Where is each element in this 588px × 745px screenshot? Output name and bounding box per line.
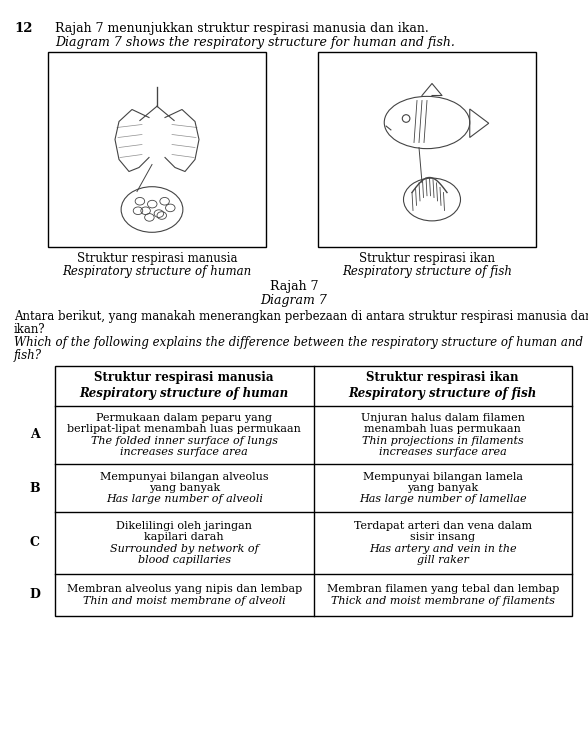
Text: Mempunyai bilangan lamela: Mempunyai bilangan lamela bbox=[363, 472, 523, 481]
Text: Dikelilingi oleh jaringan: Dikelilingi oleh jaringan bbox=[116, 521, 252, 530]
Text: blood capillaries: blood capillaries bbox=[138, 555, 231, 565]
Text: Thick and moist membrane of filaments: Thick and moist membrane of filaments bbox=[330, 596, 554, 606]
Text: berlipat-lipat menambah luas permukaan: berlipat-lipat menambah luas permukaan bbox=[67, 424, 301, 434]
Text: Has large number of alveoli: Has large number of alveoli bbox=[106, 495, 263, 504]
Text: Which of the following explains the difference between the respiratory structure: Which of the following explains the diff… bbox=[14, 336, 583, 349]
Text: Unjuran halus dalam filamen: Unjuran halus dalam filamen bbox=[361, 413, 524, 422]
Text: Thin and moist membrane of alveoli: Thin and moist membrane of alveoli bbox=[83, 596, 286, 606]
Text: Antara berikut, yang manakah menerangkan perbezaan di antara struktur respirasi : Antara berikut, yang manakah menerangkan… bbox=[14, 310, 588, 323]
Text: Mempunyai bilangan alveolus: Mempunyai bilangan alveolus bbox=[100, 472, 269, 481]
Text: Surrounded by network of: Surrounded by network of bbox=[110, 544, 259, 554]
Text: 12: 12 bbox=[14, 22, 32, 35]
Text: increases surface area: increases surface area bbox=[379, 447, 507, 457]
Text: Membran alveolus yang nipis dan lembap: Membran alveolus yang nipis dan lembap bbox=[66, 584, 302, 595]
Bar bbox=[318, 52, 536, 247]
Text: Respiratory structure of fish: Respiratory structure of fish bbox=[342, 265, 512, 278]
Text: Thin projections in filaments: Thin projections in filaments bbox=[362, 436, 524, 446]
Text: Membran filamen yang tebal dan lembap: Membran filamen yang tebal dan lembap bbox=[326, 584, 559, 595]
Text: Respiratory structure of fish: Respiratory structure of fish bbox=[349, 387, 537, 401]
Text: Diagram 7 shows the respiratory structure for human and fish.: Diagram 7 shows the respiratory structur… bbox=[55, 36, 455, 49]
Text: Struktur respirasi manusia: Struktur respirasi manusia bbox=[95, 372, 274, 384]
Text: Terdapat arteri dan vena dalam: Terdapat arteri dan vena dalam bbox=[354, 521, 532, 530]
Text: Struktur respirasi manusia: Struktur respirasi manusia bbox=[77, 252, 237, 265]
Text: Has artery and vein in the: Has artery and vein in the bbox=[369, 544, 517, 554]
Text: Rajah 7 menunjukkan struktur respirasi manusia dan ikan.: Rajah 7 menunjukkan struktur respirasi m… bbox=[55, 22, 429, 35]
Text: Diagram 7: Diagram 7 bbox=[260, 294, 328, 307]
Text: Respiratory structure of human: Respiratory structure of human bbox=[80, 387, 289, 401]
Bar bbox=[55, 366, 572, 616]
Text: C: C bbox=[29, 536, 39, 550]
Text: D: D bbox=[29, 589, 40, 601]
Text: yang banyak: yang banyak bbox=[407, 483, 479, 493]
Text: menambah luas permukaan: menambah luas permukaan bbox=[365, 424, 521, 434]
Text: Struktur respirasi ikan: Struktur respirasi ikan bbox=[366, 372, 519, 384]
Text: B: B bbox=[29, 481, 40, 495]
Text: sisir insang: sisir insang bbox=[410, 532, 475, 542]
Text: Has large number of lamellae: Has large number of lamellae bbox=[359, 495, 527, 504]
Text: A: A bbox=[29, 428, 39, 442]
Text: increases surface area: increases surface area bbox=[121, 447, 248, 457]
Text: Rajah 7: Rajah 7 bbox=[270, 280, 318, 293]
Text: gill raker: gill raker bbox=[417, 555, 469, 565]
Text: Struktur respirasi ikan: Struktur respirasi ikan bbox=[359, 252, 495, 265]
Text: Permukaan dalam peparu yang: Permukaan dalam peparu yang bbox=[96, 413, 272, 422]
Text: Respiratory structure of human: Respiratory structure of human bbox=[62, 265, 252, 278]
Text: yang banyak: yang banyak bbox=[149, 483, 220, 493]
Bar bbox=[48, 52, 266, 247]
Text: kapilari darah: kapilari darah bbox=[145, 532, 224, 542]
Text: fish?: fish? bbox=[14, 349, 42, 362]
Text: The folded inner surface of lungs: The folded inner surface of lungs bbox=[91, 436, 278, 446]
Text: ikan?: ikan? bbox=[14, 323, 46, 336]
